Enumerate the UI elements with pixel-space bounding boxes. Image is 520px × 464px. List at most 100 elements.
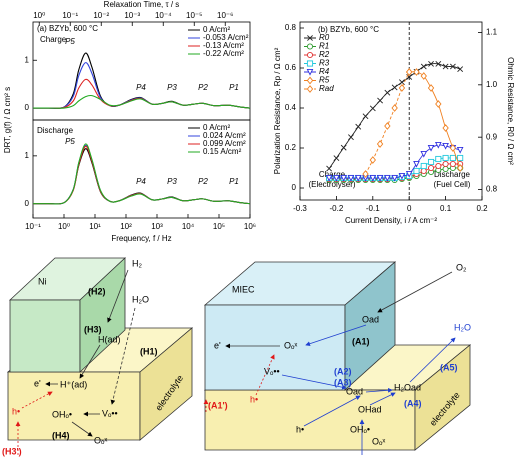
legend-label: 0.024 A/cm² xyxy=(203,131,246,140)
label: Oₒˣ xyxy=(94,435,107,445)
y-tick-label: 0 xyxy=(25,103,30,112)
point xyxy=(413,167,420,175)
label: Oₒˣ xyxy=(284,340,297,350)
label: (A1') xyxy=(208,400,228,410)
x2-tick-label: 10⁰ xyxy=(33,11,45,20)
x-tick-label: 10⁵ xyxy=(213,222,225,231)
point xyxy=(449,154,456,162)
point xyxy=(420,150,428,158)
label: H₂O xyxy=(454,322,471,332)
point xyxy=(456,146,464,154)
x-tick-label: -0.1 xyxy=(366,204,380,213)
legend-marker xyxy=(307,35,313,41)
y-tick-label: 0.8 xyxy=(285,23,297,32)
point xyxy=(449,63,456,70)
x-tick-label: 10⁻¹ xyxy=(25,222,41,231)
point xyxy=(362,113,369,120)
legend-marker xyxy=(306,43,314,50)
x-tick-label: 10⁴ xyxy=(182,222,195,231)
annotation: Charge xyxy=(40,35,67,44)
y2-tick-label: 0.8 xyxy=(486,185,498,194)
arrow xyxy=(79,344,101,379)
point xyxy=(333,155,340,162)
label: (H1) xyxy=(140,346,158,356)
point xyxy=(325,174,333,182)
label: Oad xyxy=(362,314,379,324)
point xyxy=(384,122,391,130)
y-axis-label: DRT, g(f) / Ω cm² s xyxy=(3,87,12,153)
label: Ni xyxy=(38,276,47,286)
annotation: Charge xyxy=(319,170,346,179)
plot-frame xyxy=(32,119,251,219)
x2-tick-label: 10⁻⁵ xyxy=(186,11,202,20)
point xyxy=(428,60,434,67)
point xyxy=(362,170,369,178)
label: OHₒ• xyxy=(52,409,72,419)
label: (A1) xyxy=(352,336,370,346)
legend-marker xyxy=(306,85,314,93)
point xyxy=(333,174,340,182)
point xyxy=(442,142,449,150)
x-tick-label: 10⁰ xyxy=(58,222,70,231)
point xyxy=(427,84,435,92)
legend-label: -0.053 A/cm² xyxy=(203,33,249,42)
label: h• xyxy=(12,406,20,416)
legend-marker xyxy=(306,60,314,67)
label: (H3) xyxy=(84,324,102,334)
arrow xyxy=(255,354,275,396)
legend-label: 0.099 A/cm² xyxy=(203,139,246,148)
point xyxy=(420,72,427,80)
label: H⁺(ad) xyxy=(60,379,87,389)
label: (H3') xyxy=(2,446,22,456)
point xyxy=(442,154,449,162)
point xyxy=(406,68,413,76)
point xyxy=(427,164,435,172)
legend-label: R0 xyxy=(319,33,330,42)
label: O₂ xyxy=(456,262,467,272)
point xyxy=(435,100,442,108)
y2-tick-label: 1.1 xyxy=(486,28,498,37)
point xyxy=(456,164,464,172)
y2-tick-label: 0.9 xyxy=(486,132,498,141)
point xyxy=(384,89,391,96)
point xyxy=(405,170,413,178)
annotation: P2 xyxy=(198,83,208,92)
point xyxy=(420,167,427,175)
label: H₂O xyxy=(132,294,149,304)
x-tick-label: -0.3 xyxy=(293,204,307,213)
arrow xyxy=(71,421,93,437)
label: H(ad) xyxy=(98,334,121,344)
annotation: P2 xyxy=(198,177,208,186)
point xyxy=(413,68,420,76)
point xyxy=(434,141,442,149)
annotation: P4 xyxy=(136,177,146,186)
label: H₂Oad xyxy=(394,382,421,392)
x-tick-label: -0.2 xyxy=(330,204,344,213)
legend-marker xyxy=(306,76,314,85)
arrow xyxy=(365,387,393,393)
x2-tick-label: 10⁻⁶ xyxy=(217,11,233,20)
annotation: (Fuel Cell) xyxy=(434,180,471,189)
point xyxy=(369,156,376,164)
legend-label: Rad xyxy=(319,84,334,93)
legend-label: R5 xyxy=(319,76,330,85)
point xyxy=(420,63,427,70)
annotation: P1 xyxy=(229,177,239,186)
label: e' xyxy=(214,340,221,350)
electrolyte-side xyxy=(414,344,471,451)
label: OHad xyxy=(358,404,382,414)
legend-marker xyxy=(306,68,314,76)
x-axis-label: Current Density, i / A cm⁻² xyxy=(345,216,437,225)
point xyxy=(326,165,333,172)
annotation: P5 xyxy=(65,137,75,146)
y-axis-label: Polarization Resistance, Rp / Ω cm² xyxy=(273,47,282,174)
x2-axis-label: Relaxation Time, τ / s xyxy=(104,0,180,9)
arrow xyxy=(409,337,456,383)
y-tick-label: 0 xyxy=(292,183,297,192)
y-tick-label: 1 xyxy=(25,55,30,64)
annotation: P3 xyxy=(167,83,177,92)
annotation: (a) BZYb, 600 °C xyxy=(37,24,98,33)
x-tick-label: 0.1 xyxy=(440,204,452,213)
x2-tick-label: 10⁻¹ xyxy=(62,11,78,20)
point xyxy=(377,97,383,104)
